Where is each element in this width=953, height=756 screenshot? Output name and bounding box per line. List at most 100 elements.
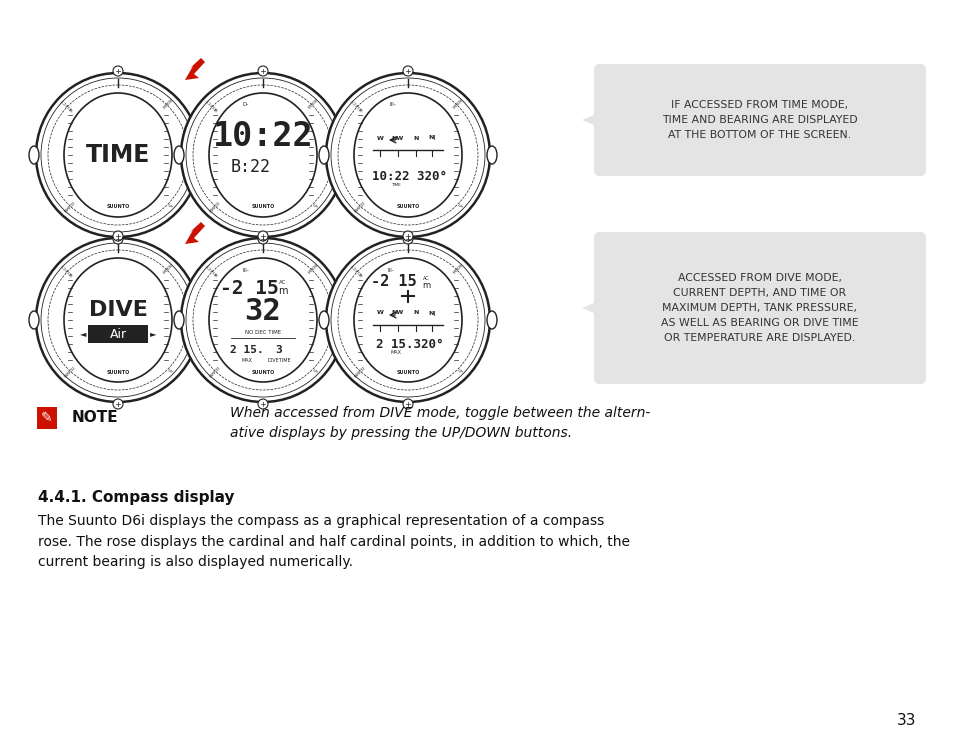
Ellipse shape <box>209 258 316 382</box>
Text: TIME: TIME <box>391 183 400 187</box>
Ellipse shape <box>354 93 461 217</box>
Ellipse shape <box>173 311 184 329</box>
Text: 3: 3 <box>275 345 282 355</box>
Polygon shape <box>185 222 205 244</box>
Text: ◄: ◄ <box>80 330 86 339</box>
Text: DOWN: DOWN <box>61 200 73 212</box>
Text: DOWN: DOWN <box>61 364 73 377</box>
Circle shape <box>36 73 200 237</box>
Text: B:22: B:22 <box>231 158 271 176</box>
Ellipse shape <box>354 258 461 382</box>
Text: III-: III- <box>243 268 250 272</box>
Text: UP: UP <box>455 367 462 374</box>
Text: SUUNTO: SUUNTO <box>251 205 274 209</box>
Text: III-: III- <box>388 268 395 272</box>
Polygon shape <box>185 58 205 80</box>
Circle shape <box>402 399 413 409</box>
Text: When accessed from DIVE mode, toggle between the altern-
ative displays by press: When accessed from DIVE mode, toggle bet… <box>230 406 650 439</box>
Ellipse shape <box>64 258 172 382</box>
Circle shape <box>112 234 123 244</box>
Text: 33: 33 <box>896 713 915 728</box>
Circle shape <box>326 238 490 402</box>
Text: SELECT: SELECT <box>60 97 74 111</box>
Circle shape <box>112 66 123 76</box>
Text: 2 15.: 2 15. <box>230 345 264 355</box>
Circle shape <box>112 399 123 409</box>
Text: 2 15.320°: 2 15.320° <box>375 337 443 351</box>
Text: N|: N| <box>428 311 436 315</box>
Text: AC: AC <box>279 280 287 286</box>
Ellipse shape <box>341 311 352 329</box>
Text: DOWN: DOWN <box>351 364 363 377</box>
Text: UP: UP <box>165 203 172 209</box>
Text: UP: UP <box>310 203 317 209</box>
Text: Air: Air <box>110 327 127 340</box>
Text: ►: ► <box>150 330 156 339</box>
Ellipse shape <box>29 311 39 329</box>
Text: UP: UP <box>165 367 172 374</box>
Ellipse shape <box>209 93 316 217</box>
Text: 10:22 320°: 10:22 320° <box>372 171 447 184</box>
Text: ✎: ✎ <box>41 411 52 425</box>
Ellipse shape <box>196 146 207 164</box>
Text: ACCESSED FROM DIVE MODE,
CURRENT DEPTH, AND TIME OR
MAXIMUM DEPTH, TANK PRESSURE: ACCESSED FROM DIVE MODE, CURRENT DEPTH, … <box>660 274 858 342</box>
Ellipse shape <box>196 311 207 329</box>
Text: SELECT: SELECT <box>205 97 219 111</box>
Circle shape <box>36 238 200 402</box>
Circle shape <box>402 234 413 244</box>
Text: DIVETIME: DIVETIME <box>267 358 291 362</box>
Text: m: m <box>278 286 288 296</box>
Text: DOWN: DOWN <box>206 364 218 377</box>
Text: SUUNTO: SUUNTO <box>395 205 419 209</box>
Circle shape <box>112 231 123 241</box>
Ellipse shape <box>64 93 172 217</box>
Text: DIVE: DIVE <box>89 300 148 320</box>
FancyBboxPatch shape <box>594 64 925 176</box>
Text: MODE: MODE <box>453 263 464 275</box>
Ellipse shape <box>486 311 497 329</box>
Text: III-: III- <box>390 103 396 107</box>
Text: SELECT: SELECT <box>60 262 74 276</box>
Ellipse shape <box>318 146 329 164</box>
Text: SELECT: SELECT <box>350 262 364 276</box>
Ellipse shape <box>341 146 352 164</box>
Text: MAX: MAX <box>390 349 401 355</box>
Circle shape <box>257 66 268 76</box>
Text: MODE: MODE <box>308 98 319 110</box>
Text: DOWN: DOWN <box>351 200 363 212</box>
Text: UP: UP <box>310 367 317 374</box>
Text: SUUNTO: SUUNTO <box>107 205 130 209</box>
Ellipse shape <box>486 146 497 164</box>
Circle shape <box>257 234 268 244</box>
Text: 32: 32 <box>244 298 281 327</box>
Text: AC: AC <box>422 275 429 280</box>
Circle shape <box>326 73 490 237</box>
Polygon shape <box>581 300 600 316</box>
Text: DOWN: DOWN <box>206 200 218 212</box>
Text: MODE: MODE <box>308 263 319 275</box>
Text: IF ACCESSED FROM TIME MODE,
TIME AND BEARING ARE DISPLAYED
AT THE BOTTOM OF THE : IF ACCESSED FROM TIME MODE, TIME AND BEA… <box>661 101 857 140</box>
Text: NW: NW <box>392 311 404 315</box>
Text: TIME: TIME <box>86 143 150 167</box>
Circle shape <box>402 66 413 76</box>
Circle shape <box>402 231 413 241</box>
Text: D-: D- <box>243 103 249 107</box>
FancyBboxPatch shape <box>594 232 925 384</box>
Text: MODE: MODE <box>163 98 174 110</box>
Text: -2 15: -2 15 <box>371 274 416 290</box>
Circle shape <box>257 399 268 409</box>
Text: W: W <box>376 311 383 315</box>
Text: -2 15: -2 15 <box>219 278 278 298</box>
Text: MODE: MODE <box>163 263 174 275</box>
Text: 4.4.1. Compass display: 4.4.1. Compass display <box>38 490 234 505</box>
FancyBboxPatch shape <box>37 407 57 429</box>
Circle shape <box>181 238 345 402</box>
Text: N: N <box>413 135 418 141</box>
Text: SUUNTO: SUUNTO <box>395 370 419 374</box>
Ellipse shape <box>29 146 39 164</box>
Text: NW: NW <box>392 135 404 141</box>
Ellipse shape <box>318 311 329 329</box>
Text: UP: UP <box>455 203 462 209</box>
Circle shape <box>181 73 345 237</box>
Text: N: N <box>413 311 418 315</box>
